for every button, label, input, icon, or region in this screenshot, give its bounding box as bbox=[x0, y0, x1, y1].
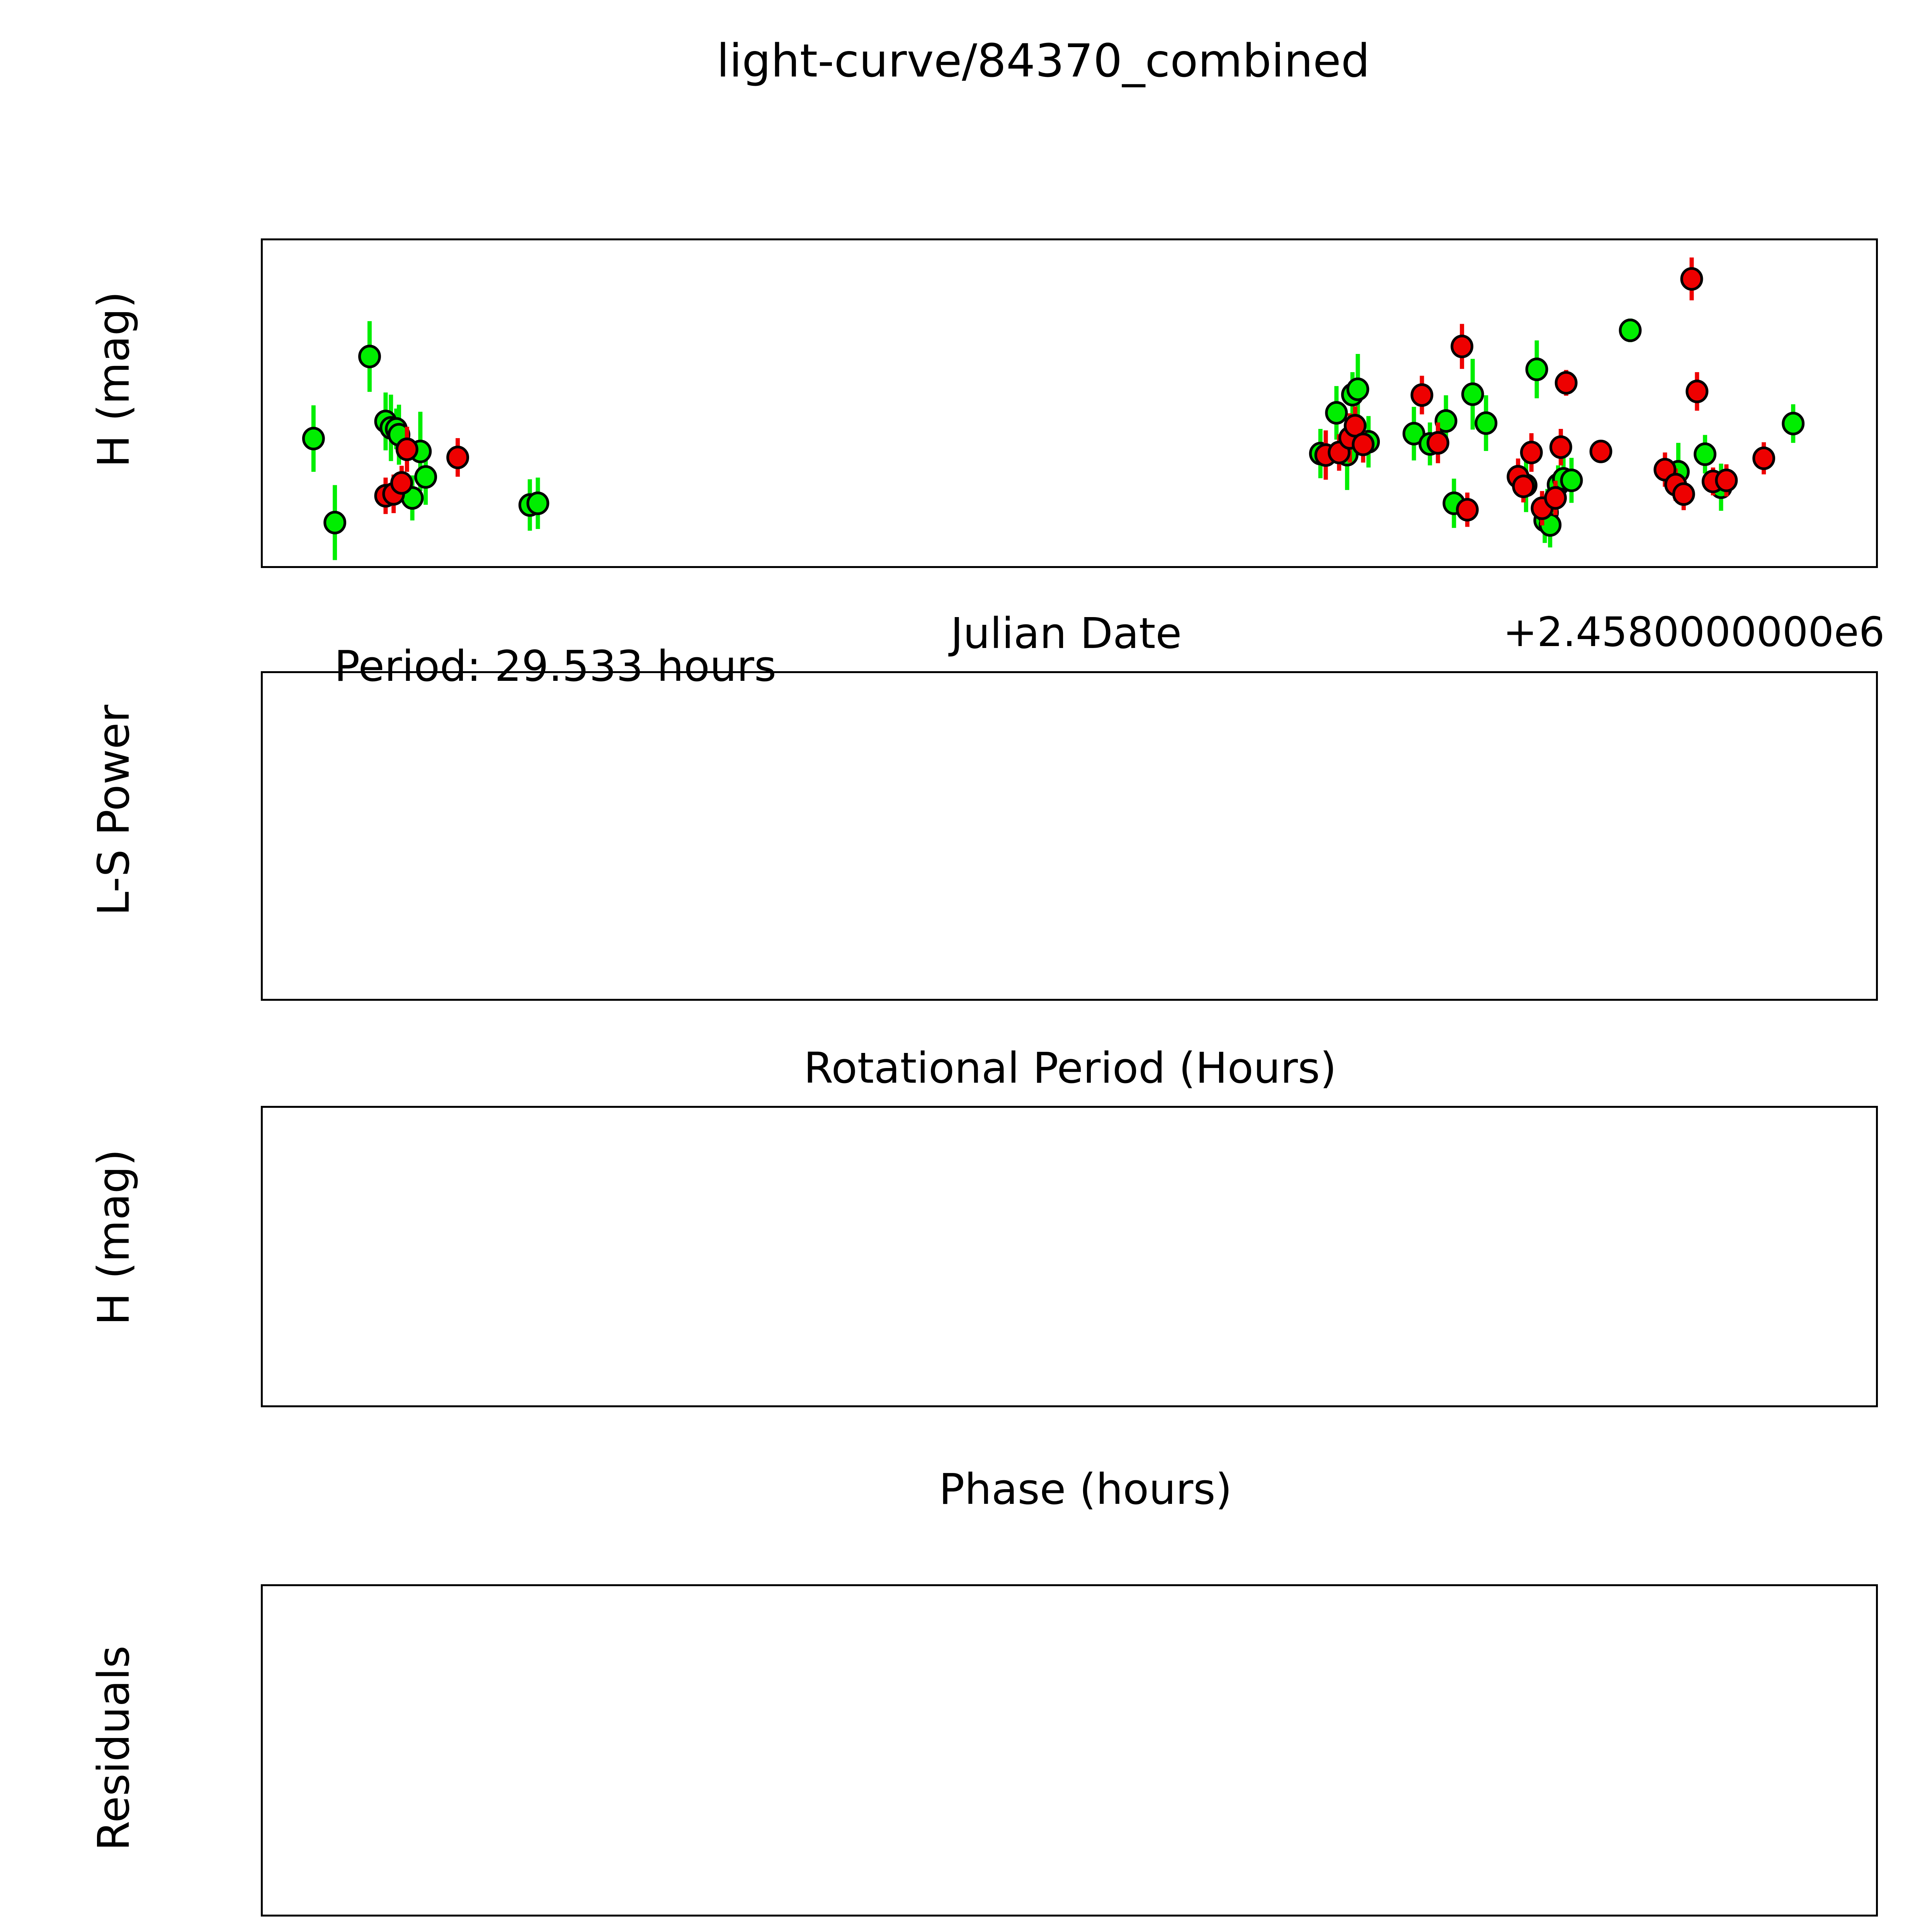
panel-residuals bbox=[261, 1584, 1878, 1917]
panel-lightcurve bbox=[261, 238, 1878, 568]
lightcurve-ylabel: H (mag) bbox=[89, 291, 139, 468]
figure-title: light-curve/84370_combined bbox=[716, 34, 1370, 87]
series-green bbox=[302, 318, 1805, 560]
panel-periodogram bbox=[261, 671, 1878, 1001]
lightcurve-plot-area bbox=[302, 257, 1805, 560]
phasefold-xlabel: Phase (hours) bbox=[939, 1464, 1232, 1514]
residuals-plot-area bbox=[263, 1586, 1876, 1915]
periodogram-xlabel: Rotational Period (Hours) bbox=[804, 1043, 1337, 1093]
phasefold-plot-area bbox=[263, 1108, 1876, 1405]
periodogram-plot-area bbox=[263, 673, 1876, 999]
series-red bbox=[374, 257, 1776, 527]
period-annotation: Period: 29.533 hours bbox=[334, 641, 777, 691]
lightcurve-xlabel: Julian Date bbox=[951, 609, 1182, 658]
phasefold-ylabel: H (mag) bbox=[89, 1149, 139, 1325]
residuals-ylabel: Residuals bbox=[89, 1645, 139, 1851]
lightcurve-x-offset: +2.4580000000e6 bbox=[1503, 609, 1885, 656]
periodogram-ylabel: L-S Power bbox=[89, 704, 139, 916]
panel-phasefold bbox=[261, 1106, 1878, 1407]
